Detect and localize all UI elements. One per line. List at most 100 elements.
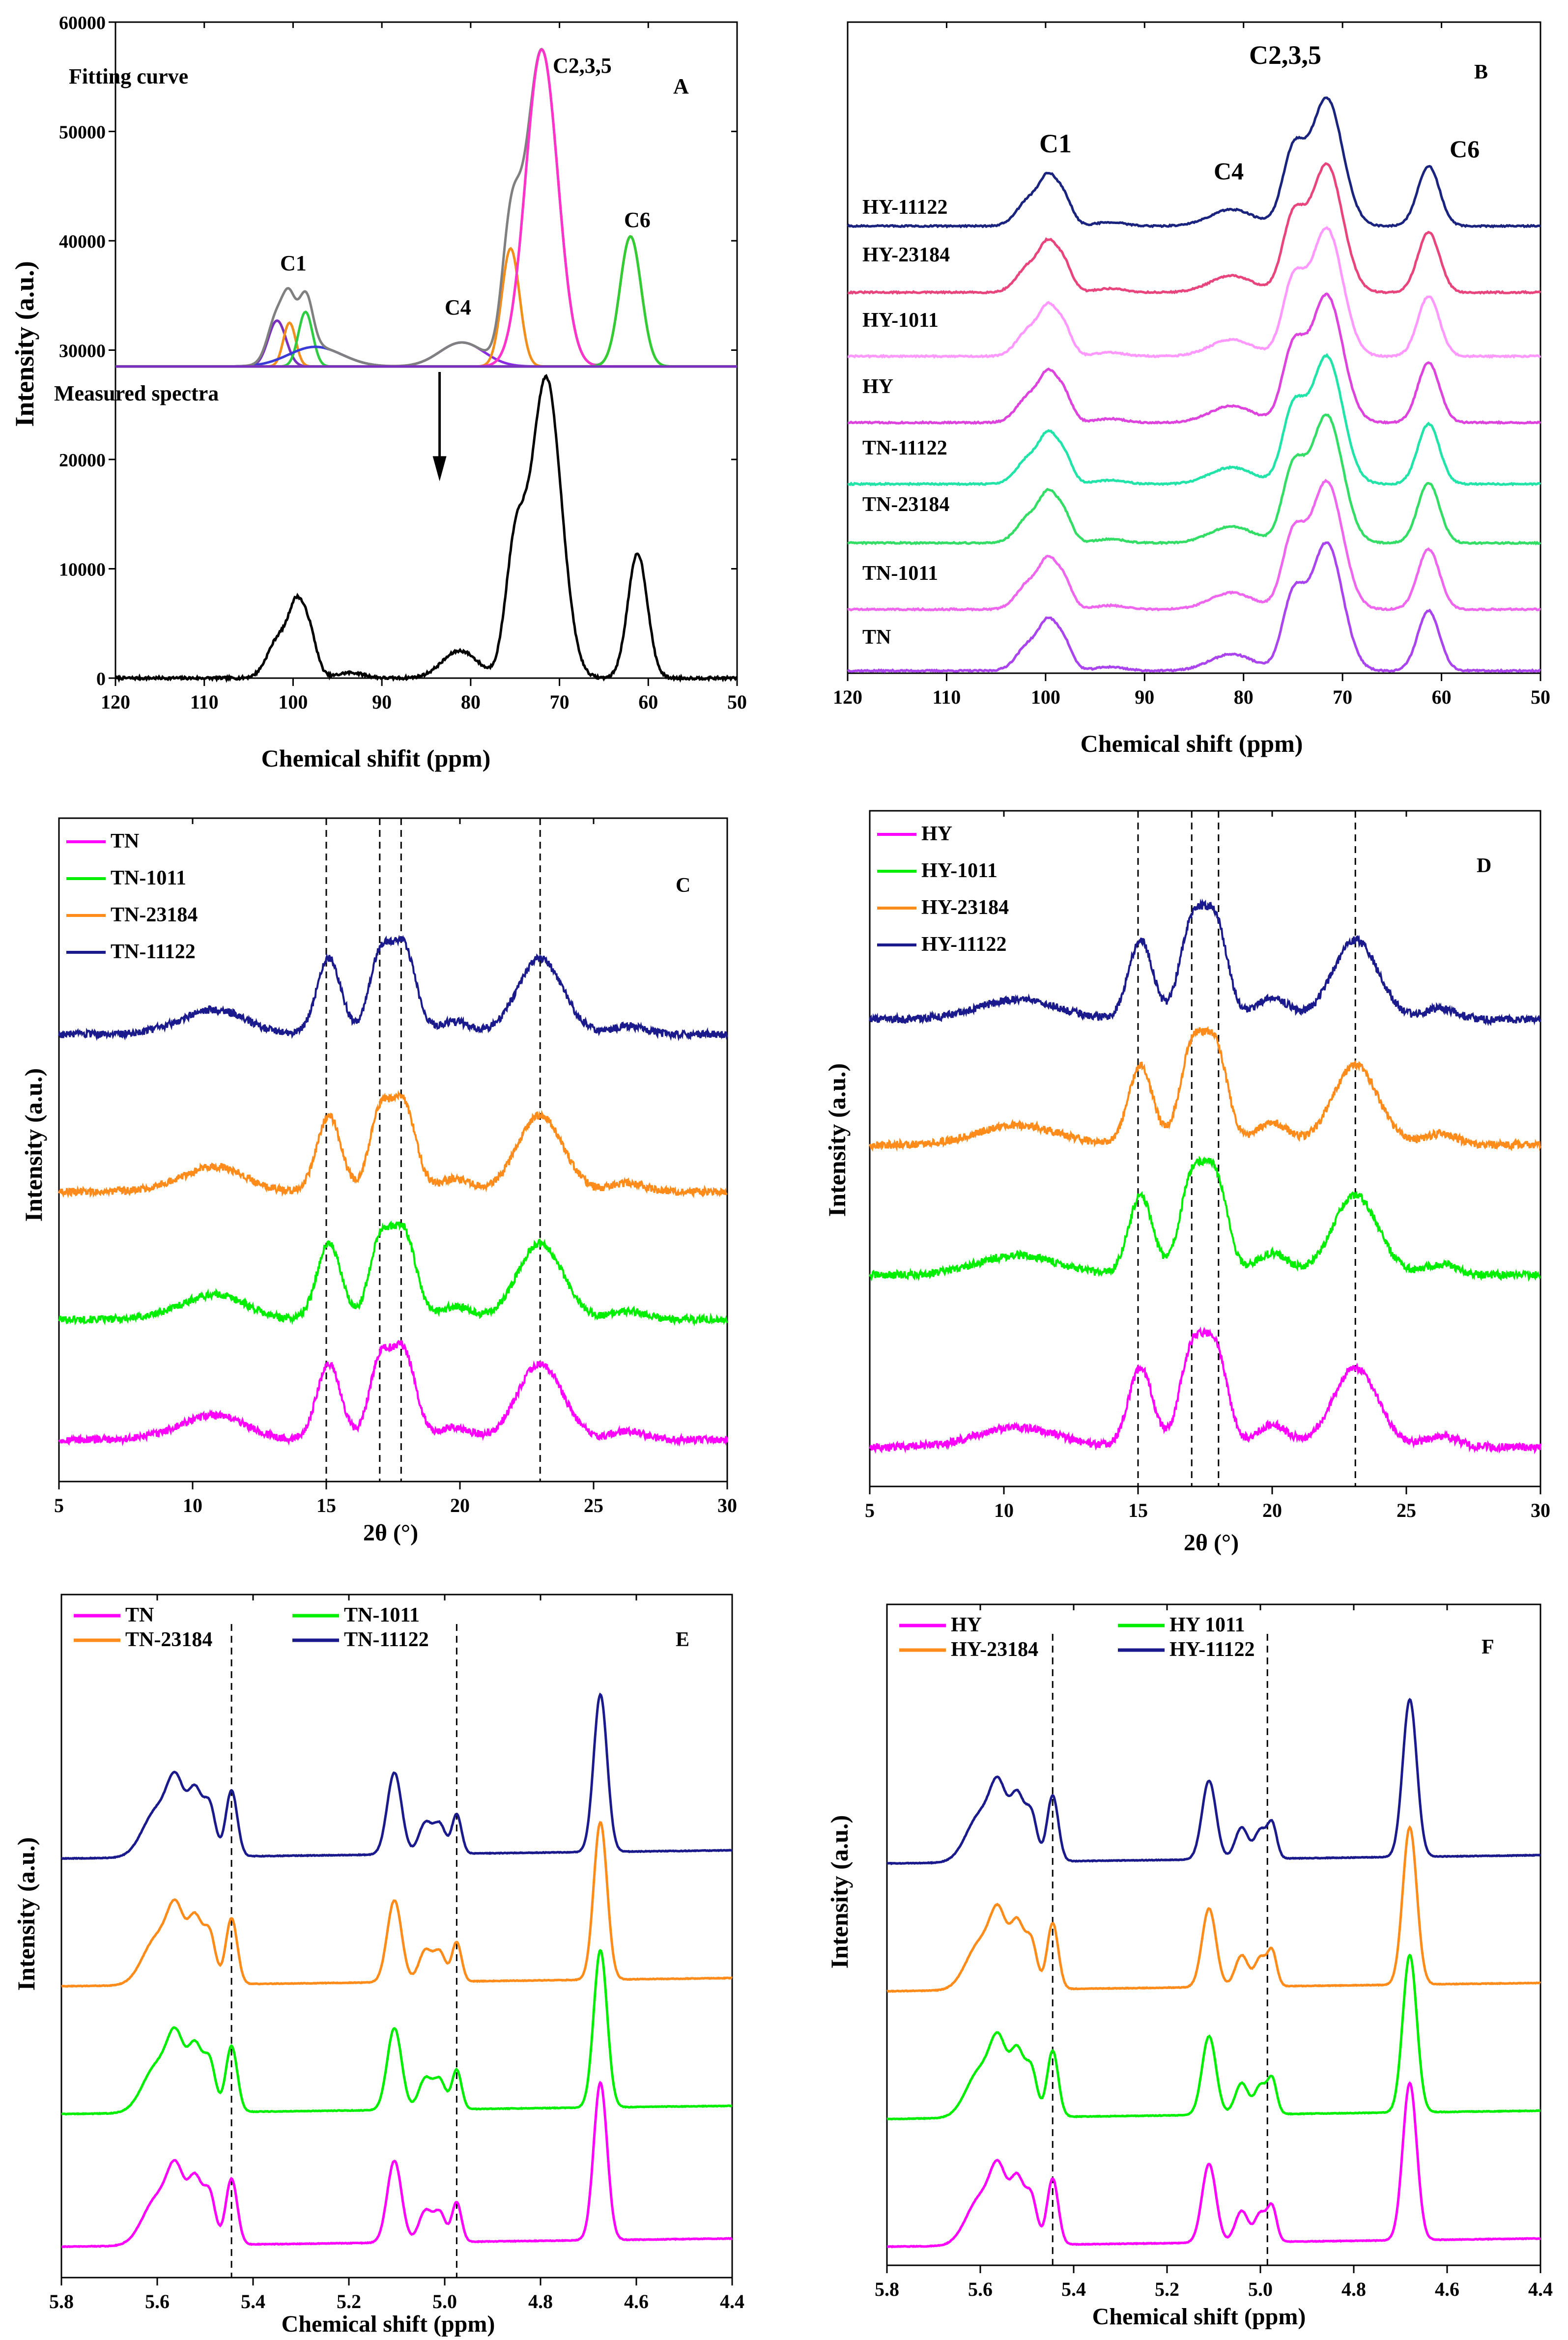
hnmr-line-HY 1011 xyxy=(886,1953,1541,2121)
x-tick-label-b: 80 xyxy=(1234,686,1254,708)
xrd-line-HY-23184 xyxy=(869,1026,1541,1152)
e-xlabel: Chemical shift (ppm) xyxy=(282,2311,495,2337)
b-series-label: HY xyxy=(862,375,893,398)
x-tick-label-b: 110 xyxy=(933,686,961,708)
spectrum-line-HY-11122 xyxy=(847,96,1541,229)
x-tick-label-d: 15 xyxy=(1128,1499,1148,1521)
legend-label-c: TN xyxy=(111,830,139,853)
b-series-label: TN xyxy=(862,626,891,649)
x-tick-label-a: 110 xyxy=(190,691,219,713)
hnmr-line-HY xyxy=(886,2081,1541,2249)
hnmr-line-HY-23184 xyxy=(886,1825,1541,1993)
x-tick-label-a: 70 xyxy=(550,691,570,713)
x-tick-label-f: 5.6 xyxy=(968,2278,993,2300)
x-tick-label-a: 80 xyxy=(461,691,481,713)
legend-label-d: HY xyxy=(921,823,952,845)
c-ylabel: Intensity (a.u.) xyxy=(20,1068,47,1222)
legend-label-d: HY-1011 xyxy=(921,859,998,882)
legend-label-e: TN-1011 xyxy=(344,1604,420,1627)
legend-label-f: HY-11122 xyxy=(1169,1638,1255,1661)
spectrum-line-TN xyxy=(847,541,1541,674)
legend-label-e: TN-23184 xyxy=(125,1628,212,1651)
f-xlabel: Chemical shift (ppm) xyxy=(1092,2304,1306,2330)
panel-a-text: A Fitting curve Measured spectra C1 C4 C… xyxy=(10,54,689,772)
d-xlabel: 2θ (°) xyxy=(1184,1530,1239,1556)
legend-label-c: TN-1011 xyxy=(111,867,186,889)
xrd-line-TN-23184 xyxy=(58,1090,728,1199)
b-series-label: TN-11122 xyxy=(862,437,947,459)
a-xlabel: Chemical shifit (ppm) xyxy=(261,744,491,772)
hnmr-line-TN-11122 xyxy=(61,1692,733,1860)
measured-spectrum-line xyxy=(114,374,738,683)
x-tick-label-a: 50 xyxy=(727,691,747,713)
plot-frame-e xyxy=(60,1594,733,2279)
legend-label-c: TN-23184 xyxy=(111,904,198,926)
legend-label-d: HY-23184 xyxy=(921,896,1009,919)
x-tick-label-c: 5 xyxy=(54,1494,64,1516)
panel-c-text: C Intensity (a.u.) 2θ (°) xyxy=(20,874,690,1546)
panel-b-text: B C1 C4 C2,3,5 C6 HY-11122 HY-23184 HY-1… xyxy=(862,40,1488,757)
spectrum-line-TN-23184 xyxy=(847,413,1541,545)
y-tick-label-a: 30000 xyxy=(59,341,106,362)
spectrum-line-HY-23184 xyxy=(847,162,1541,295)
b-c4-label: C4 xyxy=(1214,157,1244,185)
fit-component-C4 xyxy=(115,341,737,368)
x-tick-label-f: 5.4 xyxy=(1061,2278,1086,2300)
a-c235-label: C2,3,5 xyxy=(553,54,612,78)
plot-frame-d xyxy=(869,810,1541,1487)
d-ylabel: Intensity (a.u.) xyxy=(823,1063,851,1217)
x-tick-label-c: 15 xyxy=(316,1494,336,1516)
x-tick-label-f: 4.6 xyxy=(1435,2278,1459,2300)
x-tick-label-c: 25 xyxy=(584,1494,603,1516)
x-tick-label-f: 5.2 xyxy=(1155,2278,1179,2300)
x-tick-label-d: 25 xyxy=(1397,1499,1416,1521)
e-ylabel: Intensity (a.u.) xyxy=(12,1837,40,1991)
panel-c-label: C xyxy=(676,874,690,897)
x-tick-label-d: 10 xyxy=(994,1499,1014,1521)
x-tick-label-d: 5 xyxy=(865,1499,875,1521)
panel-a-label: A xyxy=(673,74,689,98)
x-tick-label-f: 5.8 xyxy=(875,2278,899,2300)
x-tick-label-e: 5.8 xyxy=(49,2290,74,2312)
b-series-label: TN-1011 xyxy=(862,562,938,585)
b-series-label: TN-23184 xyxy=(862,493,949,516)
legend-label-f: HY 1011 xyxy=(1169,1614,1245,1636)
measured-spectra-label: Measured spectra xyxy=(54,381,219,405)
fitting-curve-label: Fitting curve xyxy=(69,64,188,88)
a-c4-label: C4 xyxy=(445,295,471,319)
spectrum-line-TN-11122 xyxy=(847,353,1541,486)
hnmr-line-TN-1011 xyxy=(61,1948,733,2116)
x-tick-label-b: 100 xyxy=(1031,686,1060,708)
panel-d-label: D xyxy=(1477,855,1491,877)
x-tick-label-c: 10 xyxy=(183,1494,202,1516)
legend-label-c: TN-11122 xyxy=(111,941,196,963)
spectrum-line-HY-1011 xyxy=(847,226,1541,359)
legend-label-d: HY-11122 xyxy=(921,933,1007,956)
fit-component-C1d xyxy=(115,345,737,368)
x-tick-label-b: 70 xyxy=(1333,686,1352,708)
x-tick-label-c: 20 xyxy=(450,1494,470,1516)
arrow-head xyxy=(432,456,447,482)
x-tick-label-e: 5.2 xyxy=(337,2290,361,2312)
x-tick-label-a: 120 xyxy=(101,691,130,713)
y-tick-label-a: 10000 xyxy=(59,560,106,580)
x-tick-label-d: 20 xyxy=(1262,1499,1282,1521)
y-tick-label-a: 40000 xyxy=(59,231,106,252)
a-ylabel: Intensity (a.u.) xyxy=(10,261,39,427)
x-tick-label-a: 100 xyxy=(278,691,308,713)
x-tick-label-e: 4.6 xyxy=(624,2290,649,2312)
panel-b-label: B xyxy=(1474,61,1488,84)
x-tick-label-b: 90 xyxy=(1135,686,1154,708)
fit-component-top-C6 xyxy=(115,235,737,368)
legend-label-e: TN xyxy=(125,1604,154,1627)
b-c1-label: C1 xyxy=(1039,129,1072,158)
f-ylabel: Intensity (a.u.) xyxy=(826,1815,853,1969)
plot-frame-c xyxy=(58,817,728,1483)
xrd-line-HY-1011 xyxy=(869,1156,1541,1282)
x-tick-label-e: 4.8 xyxy=(528,2290,553,2312)
b-series-label: HY-1011 xyxy=(862,309,939,332)
hnmr-line-HY-11122 xyxy=(886,1698,1541,1865)
x-tick-label-b: 50 xyxy=(1531,686,1550,708)
x-tick-label-d: 30 xyxy=(1531,1499,1550,1521)
x-tick-label-f: 5.0 xyxy=(1248,2278,1273,2300)
